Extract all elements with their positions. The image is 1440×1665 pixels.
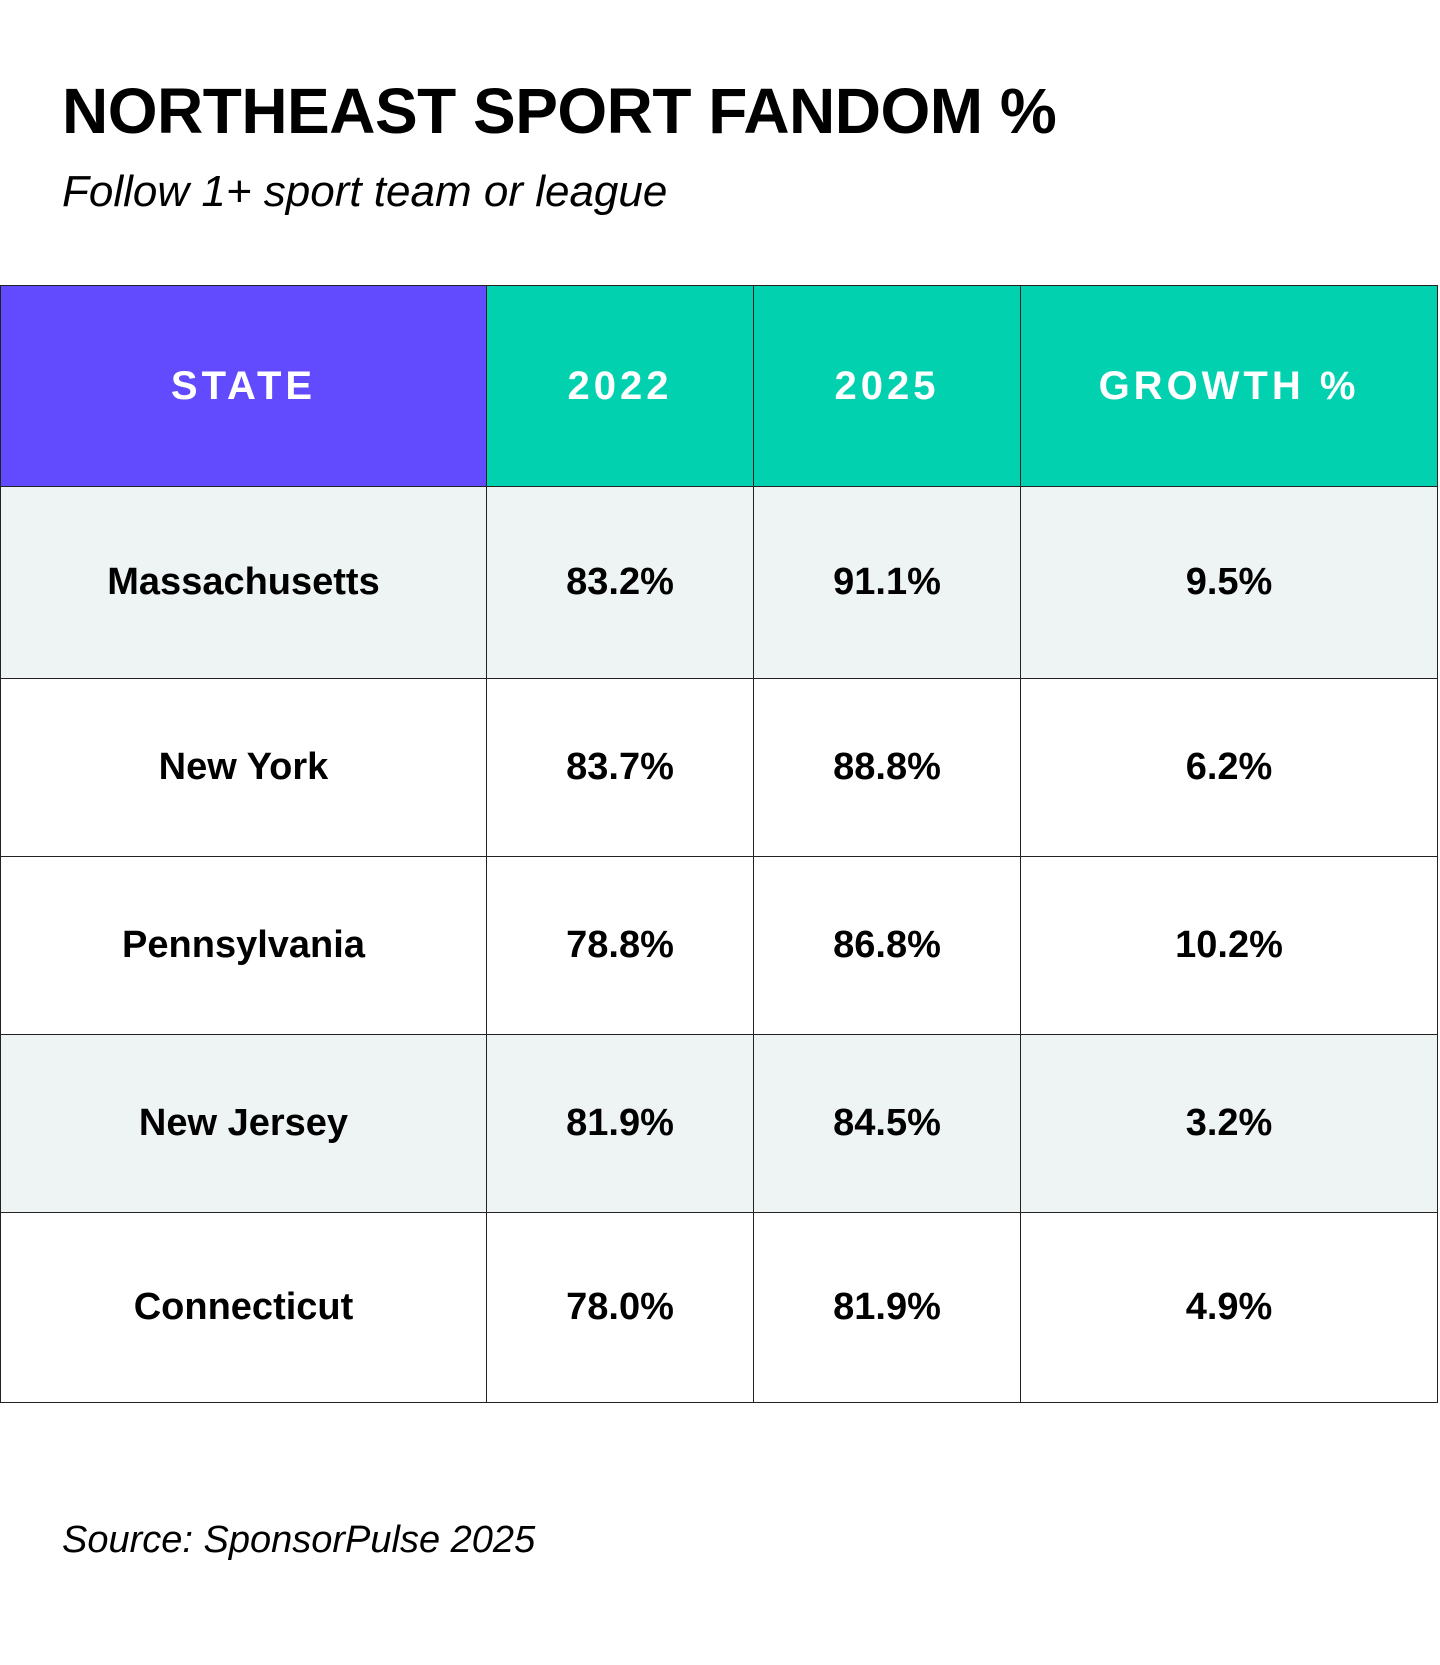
header-2025: 2025 — [753, 285, 1021, 487]
table-row: Massachusetts 83.2% 91.1% 9.5% — [0, 486, 1438, 679]
value-2025-cell: 86.8% — [753, 856, 1021, 1035]
value-2025-cell: 91.1% — [753, 486, 1021, 679]
value-2022-cell: 83.2% — [486, 486, 754, 679]
chart-title: NORTHEAST SPORT FANDOM % — [62, 75, 1057, 147]
value-2025-cell: 84.5% — [753, 1034, 1021, 1213]
fandom-table: STATE 2022 2025 GROWTH % Massachusetts 8… — [0, 285, 1438, 1403]
table-row: Pennsylvania 78.8% 86.8% 10.2% — [0, 856, 1438, 1035]
table-row: New Jersey 81.9% 84.5% 3.2% — [0, 1034, 1438, 1213]
header-growth: GROWTH % — [1020, 285, 1438, 487]
growth-cell: 10.2% — [1020, 856, 1438, 1035]
state-cell: Connecticut — [0, 1212, 487, 1403]
value-2022-cell: 78.0% — [486, 1212, 754, 1403]
table-row: Connecticut 78.0% 81.9% 4.9% — [0, 1212, 1438, 1403]
growth-cell: 6.2% — [1020, 678, 1438, 857]
state-cell: New Jersey — [0, 1034, 487, 1213]
state-cell: Massachusetts — [0, 486, 487, 679]
header-2022: 2022 — [486, 285, 754, 487]
growth-cell: 9.5% — [1020, 486, 1438, 679]
source-note: Source: SponsorPulse 2025 — [62, 1519, 536, 1561]
value-2025-cell: 81.9% — [753, 1212, 1021, 1403]
state-cell: Pennsylvania — [0, 856, 487, 1035]
chart-subtitle: Follow 1+ sport team or league — [62, 167, 668, 216]
value-2022-cell: 81.9% — [486, 1034, 754, 1213]
value-2025-cell: 88.8% — [753, 678, 1021, 857]
table-row: New York 83.7% 88.8% 6.2% — [0, 678, 1438, 857]
growth-cell: 4.9% — [1020, 1212, 1438, 1403]
value-2022-cell: 83.7% — [486, 678, 754, 857]
header-state: STATE — [0, 285, 487, 487]
growth-cell: 3.2% — [1020, 1034, 1438, 1213]
state-cell: New York — [0, 678, 487, 857]
value-2022-cell: 78.8% — [486, 856, 754, 1035]
table-header-row: STATE 2022 2025 GROWTH % — [0, 285, 1438, 487]
